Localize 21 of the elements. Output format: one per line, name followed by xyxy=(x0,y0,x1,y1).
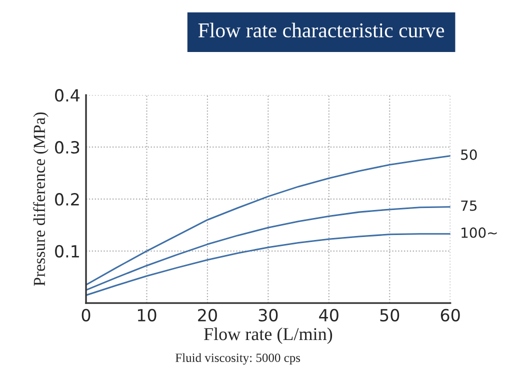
y-tick-label: 0.2 xyxy=(55,193,79,206)
x-tick-label: 0 xyxy=(82,308,90,322)
x-tick-label: 60 xyxy=(440,308,460,322)
y-tick-label: 0.4 xyxy=(55,89,80,102)
series-label: 75 xyxy=(461,200,477,211)
text: Fluid viscosity: 5000 cps xyxy=(176,353,300,365)
y-tick-label: 0.3 xyxy=(55,141,80,154)
x-tick-label: 20 xyxy=(198,308,217,322)
line-series xyxy=(86,233,450,296)
x-tick-label: 50 xyxy=(380,308,400,322)
x-axis-title: Flow rate (L/min) xyxy=(204,327,332,344)
y-tick-label: 0.1 xyxy=(55,245,79,258)
series-label: 100~ xyxy=(462,227,497,238)
x-tick-label: 10 xyxy=(138,308,156,322)
line-series xyxy=(86,155,450,286)
y-axis-title: Pressure difference (MPa) xyxy=(33,112,48,286)
line-series xyxy=(86,206,450,291)
chart-title: Flow rate characteristic curve xyxy=(198,22,444,38)
x-tick-label: 30 xyxy=(258,308,278,322)
series-label: 50 xyxy=(461,149,477,160)
x-tick-label: 40 xyxy=(319,308,338,322)
